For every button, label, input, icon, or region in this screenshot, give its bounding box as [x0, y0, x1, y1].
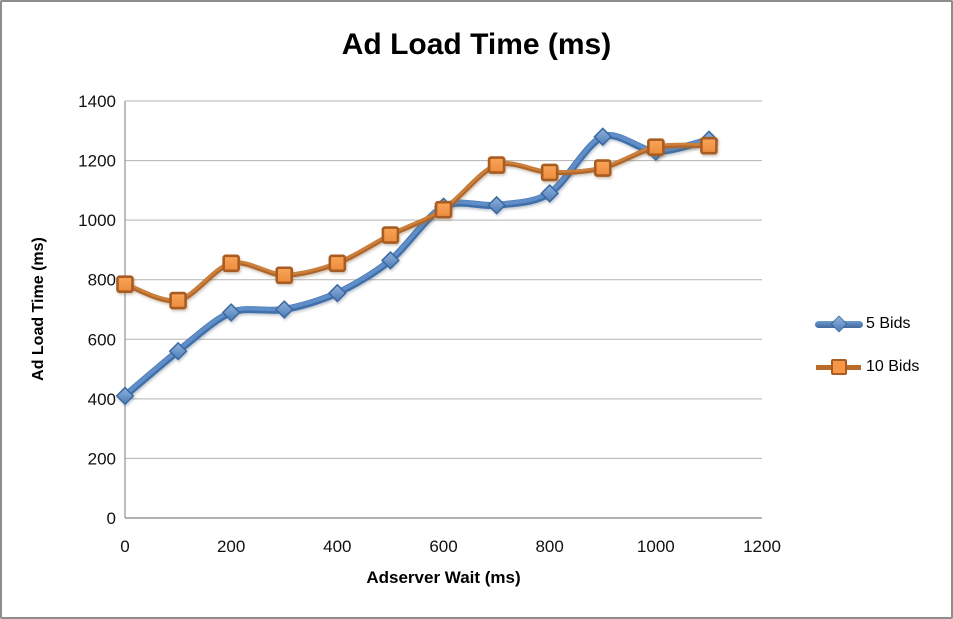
data-point-marker — [169, 291, 187, 310]
data-point-marker — [381, 250, 400, 270]
data-point-marker — [540, 183, 560, 203]
legend-marker-line-square-icon — [815, 352, 863, 382]
x-tick-label: 200 — [217, 537, 245, 556]
legend-item-10-bids: 10 Bids — [815, 352, 919, 382]
data-point-marker — [593, 127, 613, 147]
data-point-marker — [381, 226, 400, 244]
data-point-marker — [275, 266, 294, 285]
x-tick-label: 600 — [429, 537, 457, 556]
data-point-marker — [434, 200, 453, 219]
data-point-marker — [487, 195, 506, 215]
x-tick-label: 1200 — [743, 537, 781, 556]
x-tick-label: 1000 — [637, 537, 675, 556]
legend-label-10-bids: 10 Bids — [866, 358, 920, 375]
legend: 5 Bids 10 Bids — [815, 309, 919, 382]
data-point-marker — [700, 136, 718, 155]
data-point-marker — [115, 386, 135, 406]
data-point-marker — [168, 341, 188, 361]
legend-marker-line-diamond-icon — [815, 309, 863, 339]
y-tick-label: 1000 — [78, 211, 116, 230]
y-tick-label: 0 — [107, 509, 116, 528]
y-tick-label: 200 — [88, 449, 116, 468]
data-point-marker — [647, 138, 665, 156]
series-5-bids — [115, 127, 719, 406]
chart-title: Ad Load Time (ms) — [341, 28, 612, 61]
y-tick-label: 1400 — [78, 92, 116, 111]
legend-item-5-bids: 5 Bids — [815, 309, 919, 339]
y-axis-title: Ad Load Time (ms) — [30, 237, 47, 381]
y-tick-label: 1200 — [78, 152, 116, 171]
data-point-marker — [116, 275, 134, 293]
y-tick-label: 800 — [88, 271, 116, 290]
y-tick-label: 600 — [88, 330, 116, 349]
data-point-marker — [540, 163, 559, 182]
series-10-bids — [116, 136, 718, 310]
data-point-marker — [222, 254, 240, 273]
x-tick-label: 800 — [535, 537, 563, 556]
x-axis-title: Adserver Wait (ms) — [366, 568, 521, 587]
data-point-marker — [593, 159, 612, 177]
data-point-marker — [221, 303, 241, 322]
series-line — [121, 132, 713, 400]
series-line-highlight — [123, 132, 711, 397]
data-point-marker — [327, 283, 347, 303]
x-tick-label: 0 — [120, 537, 129, 556]
legend-label-5-bids: 5 Bids — [866, 315, 911, 332]
y-tick-label: 400 — [88, 390, 116, 409]
x-tick-label: 400 — [323, 537, 351, 556]
data-point-marker — [274, 300, 294, 319]
data-point-marker — [487, 156, 506, 174]
data-point-marker — [328, 254, 347, 273]
